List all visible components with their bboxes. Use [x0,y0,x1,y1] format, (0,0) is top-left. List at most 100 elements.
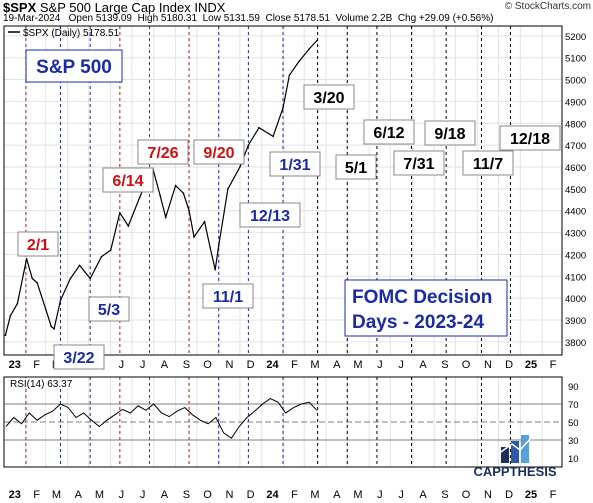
fomc-label-text: 12/13 [250,208,290,225]
x-tick-label: F [291,359,298,371]
fomc-date-label: 7/31 [393,150,445,176]
fomc-label-text: 6/14 [112,173,143,190]
x-tick-label: M [95,489,104,501]
y-tick-label: 4800 [565,119,586,130]
y-tick-label: 4000 [565,294,586,305]
quote-change: Chg +29.09 (+0.56%) [397,13,494,24]
fomc-label-box [193,139,245,165]
quote-volume: Volume 2.2B [335,13,393,24]
fomc-date-label: 12/18 [499,125,561,151]
fomc-date-label: 11/7 [462,150,514,176]
x-tick-label: F [291,489,298,501]
price-point [297,61,300,63]
price-point [16,302,19,305]
fomc-label-box [202,283,254,309]
fomc-date-label: 9/20 [193,139,245,165]
x-tick-label: O [203,489,212,501]
y-tick-label: 4100 [565,272,586,283]
price-point [288,74,291,76]
x-tick-label: 25 [525,359,537,371]
chart-title-line: $SPX S&P 500 Large Cap Index INDX [3,0,225,15]
x-tick-label: J [140,359,146,371]
fomc-date-label: 5/1 [335,154,377,180]
price-point [50,325,53,328]
x-tick-label: N [484,359,492,371]
fomc-label-text: 7/26 [147,145,178,162]
price-point [9,314,12,317]
x-tick-label: F [550,359,557,371]
fomc-label-box [303,84,355,110]
fomc-date-label: 9/18 [424,120,476,146]
price-point [127,225,130,227]
x-tick-label: N [484,489,492,501]
x-tick-label: 25 [525,489,537,501]
fomc-label-text: 11/1 [213,289,243,306]
x-tick-label: S [441,359,448,371]
x-tick-label: S [441,489,448,501]
fomc-date-label: 3/22 [53,344,105,370]
fomc-label-box [53,344,105,370]
x-tick-label: A [419,489,427,501]
y-tick-label: 4400 [565,207,586,218]
price-points [4,39,318,337]
rsi-gridlines [3,377,543,467]
price-point [282,107,284,109]
x-tick-label: M [310,359,319,371]
fomc-label-text: 12/18 [510,131,550,148]
price-point [69,277,72,280]
fomc-date-label: 6/12 [363,119,415,145]
price-point [138,196,141,199]
price-point [164,216,167,219]
x-tick-label: J [398,489,404,501]
logo-bar [511,441,519,463]
y-tick-label: 3800 [565,338,586,349]
fomc-label-box [137,139,189,165]
fomc-date-label: 5/3 [88,296,130,322]
x-tick-label: D [247,359,255,371]
logo-text: CAPPTHESIS [473,464,556,479]
price-point [188,209,190,212]
price-point [227,188,229,190]
x-tick-label: N [225,359,233,371]
x-tick-label: A [161,489,169,501]
price-point [214,268,216,271]
y-tick-label: 4700 [565,141,586,152]
capp-thesis-logo: CAPPTHESIS [473,435,557,479]
x-tick-label: 23 [9,489,21,501]
x-tick-label: D [505,489,513,501]
annotation-line-2: Days - 2023-24 [352,312,484,333]
fomc-date-label: 3/20 [303,84,355,110]
y-tick-label: 4200 [565,250,586,261]
fomc-label-text: 1/31 [279,157,310,174]
title-box-text: S&P 500 [36,57,112,78]
x-tick-label: S [183,359,190,371]
x-tick-label: M [310,489,319,501]
rsi-y-tick: 10 [568,454,579,465]
fomc-label-box [462,150,514,176]
x-tick-label: A [75,489,83,501]
x-tick-label: F [33,359,40,371]
price-point [4,334,7,337]
fomc-date-label: 2/1 [17,231,59,257]
price-point [25,258,28,260]
fomc-date-label: 7/26 [137,139,189,165]
price-point [258,126,260,129]
y-axis: 3800 3900 4000 4100 4200 4300 4400 4500 4600 4700… [565,32,586,349]
y-tick-label: 4300 [565,229,586,240]
rsi-y-tick: 30 [568,436,579,447]
y-tick-label: 4900 [565,97,586,108]
rsi-panel: 10 30 50 70 90 RSI(14) 63.37 [4,378,579,465]
price-point [308,48,310,50]
price-point [53,327,55,330]
x-tick-label: N [225,489,233,501]
price-point [209,247,212,249]
x-tick-label: J [119,489,125,501]
rsi-y-tick: 50 [568,418,579,429]
price-line [4,40,318,336]
quote-date: 19-Mar-2024 [3,13,61,24]
price-point [159,194,161,197]
price-point [182,192,185,195]
price-point [272,135,274,138]
logo-bar [521,435,529,463]
